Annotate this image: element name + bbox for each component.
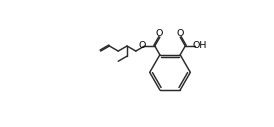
Text: O: O <box>138 41 146 50</box>
Text: O: O <box>176 29 184 38</box>
Text: O: O <box>156 29 163 38</box>
Text: OH: OH <box>192 41 207 50</box>
